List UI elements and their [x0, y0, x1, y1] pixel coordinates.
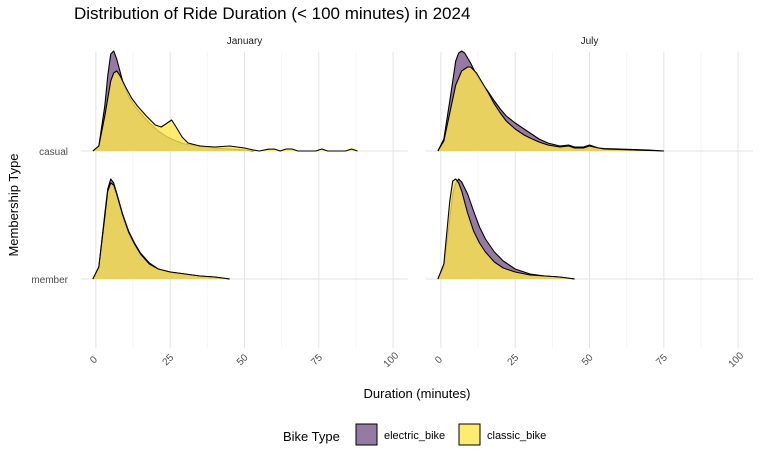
x-tick-label: 50 — [580, 352, 596, 368]
ridge-area-july-member-classic_bike — [437, 179, 575, 279]
x-tick-label: 100 — [382, 350, 402, 370]
ridge-area-january-member-classic_bike — [92, 183, 230, 279]
facet-strip-label: July — [581, 36, 599, 47]
x-tick-label: 25 — [506, 352, 522, 368]
ridge-line-january-member-classic_bike — [92, 182, 230, 280]
ridge-line-july-casual-classic_bike — [437, 66, 664, 152]
y-tick-label-member: member — [31, 275, 68, 286]
facet-panels: January 0 25 50 75 100 July 0 25 50 75 100 member cas… — [31, 36, 753, 370]
x-tick-label: 75 — [654, 352, 670, 368]
ridge-line-january-casual-classic_bike — [92, 70, 358, 152]
x-tick-label: 100 — [727, 350, 747, 370]
legend: Bike Type electric_bike classic_bike — [283, 423, 546, 446]
x-tick-label: 50 — [235, 352, 251, 368]
y-tick-label-casual: casual — [39, 147, 68, 158]
ridge-area-july-casual-classic_bike — [437, 67, 664, 151]
ridge-line-july-member-classic_bike — [437, 178, 575, 280]
y-axis-title: Membership Type — [6, 153, 21, 256]
x-tick-label: 0 — [88, 354, 100, 366]
x-tick-label: 0 — [433, 354, 445, 366]
x-axis-title: Duration (minutes) — [364, 386, 471, 401]
x-tick-label: 25 — [161, 352, 177, 368]
legend-label-classic_bike: classic_bike — [487, 430, 546, 442]
facet-panel-january: January 0 25 50 75 100 — [81, 36, 408, 370]
legend-title: Bike Type — [283, 429, 340, 444]
x-tick-label: 75 — [309, 352, 325, 368]
facet-panel-july: July 0 25 50 75 100 — [426, 36, 753, 370]
chart-title: Distribution of Ride Duration (< 100 min… — [74, 4, 470, 23]
legend-key-electric_bike — [355, 423, 378, 446]
legend-key-classic_bike — [458, 423, 481, 446]
legend-label-electric_bike: electric_bike — [384, 430, 445, 442]
facet-strip-label: January — [227, 36, 263, 47]
ridge-area-january-casual-classic_bike — [92, 71, 358, 151]
